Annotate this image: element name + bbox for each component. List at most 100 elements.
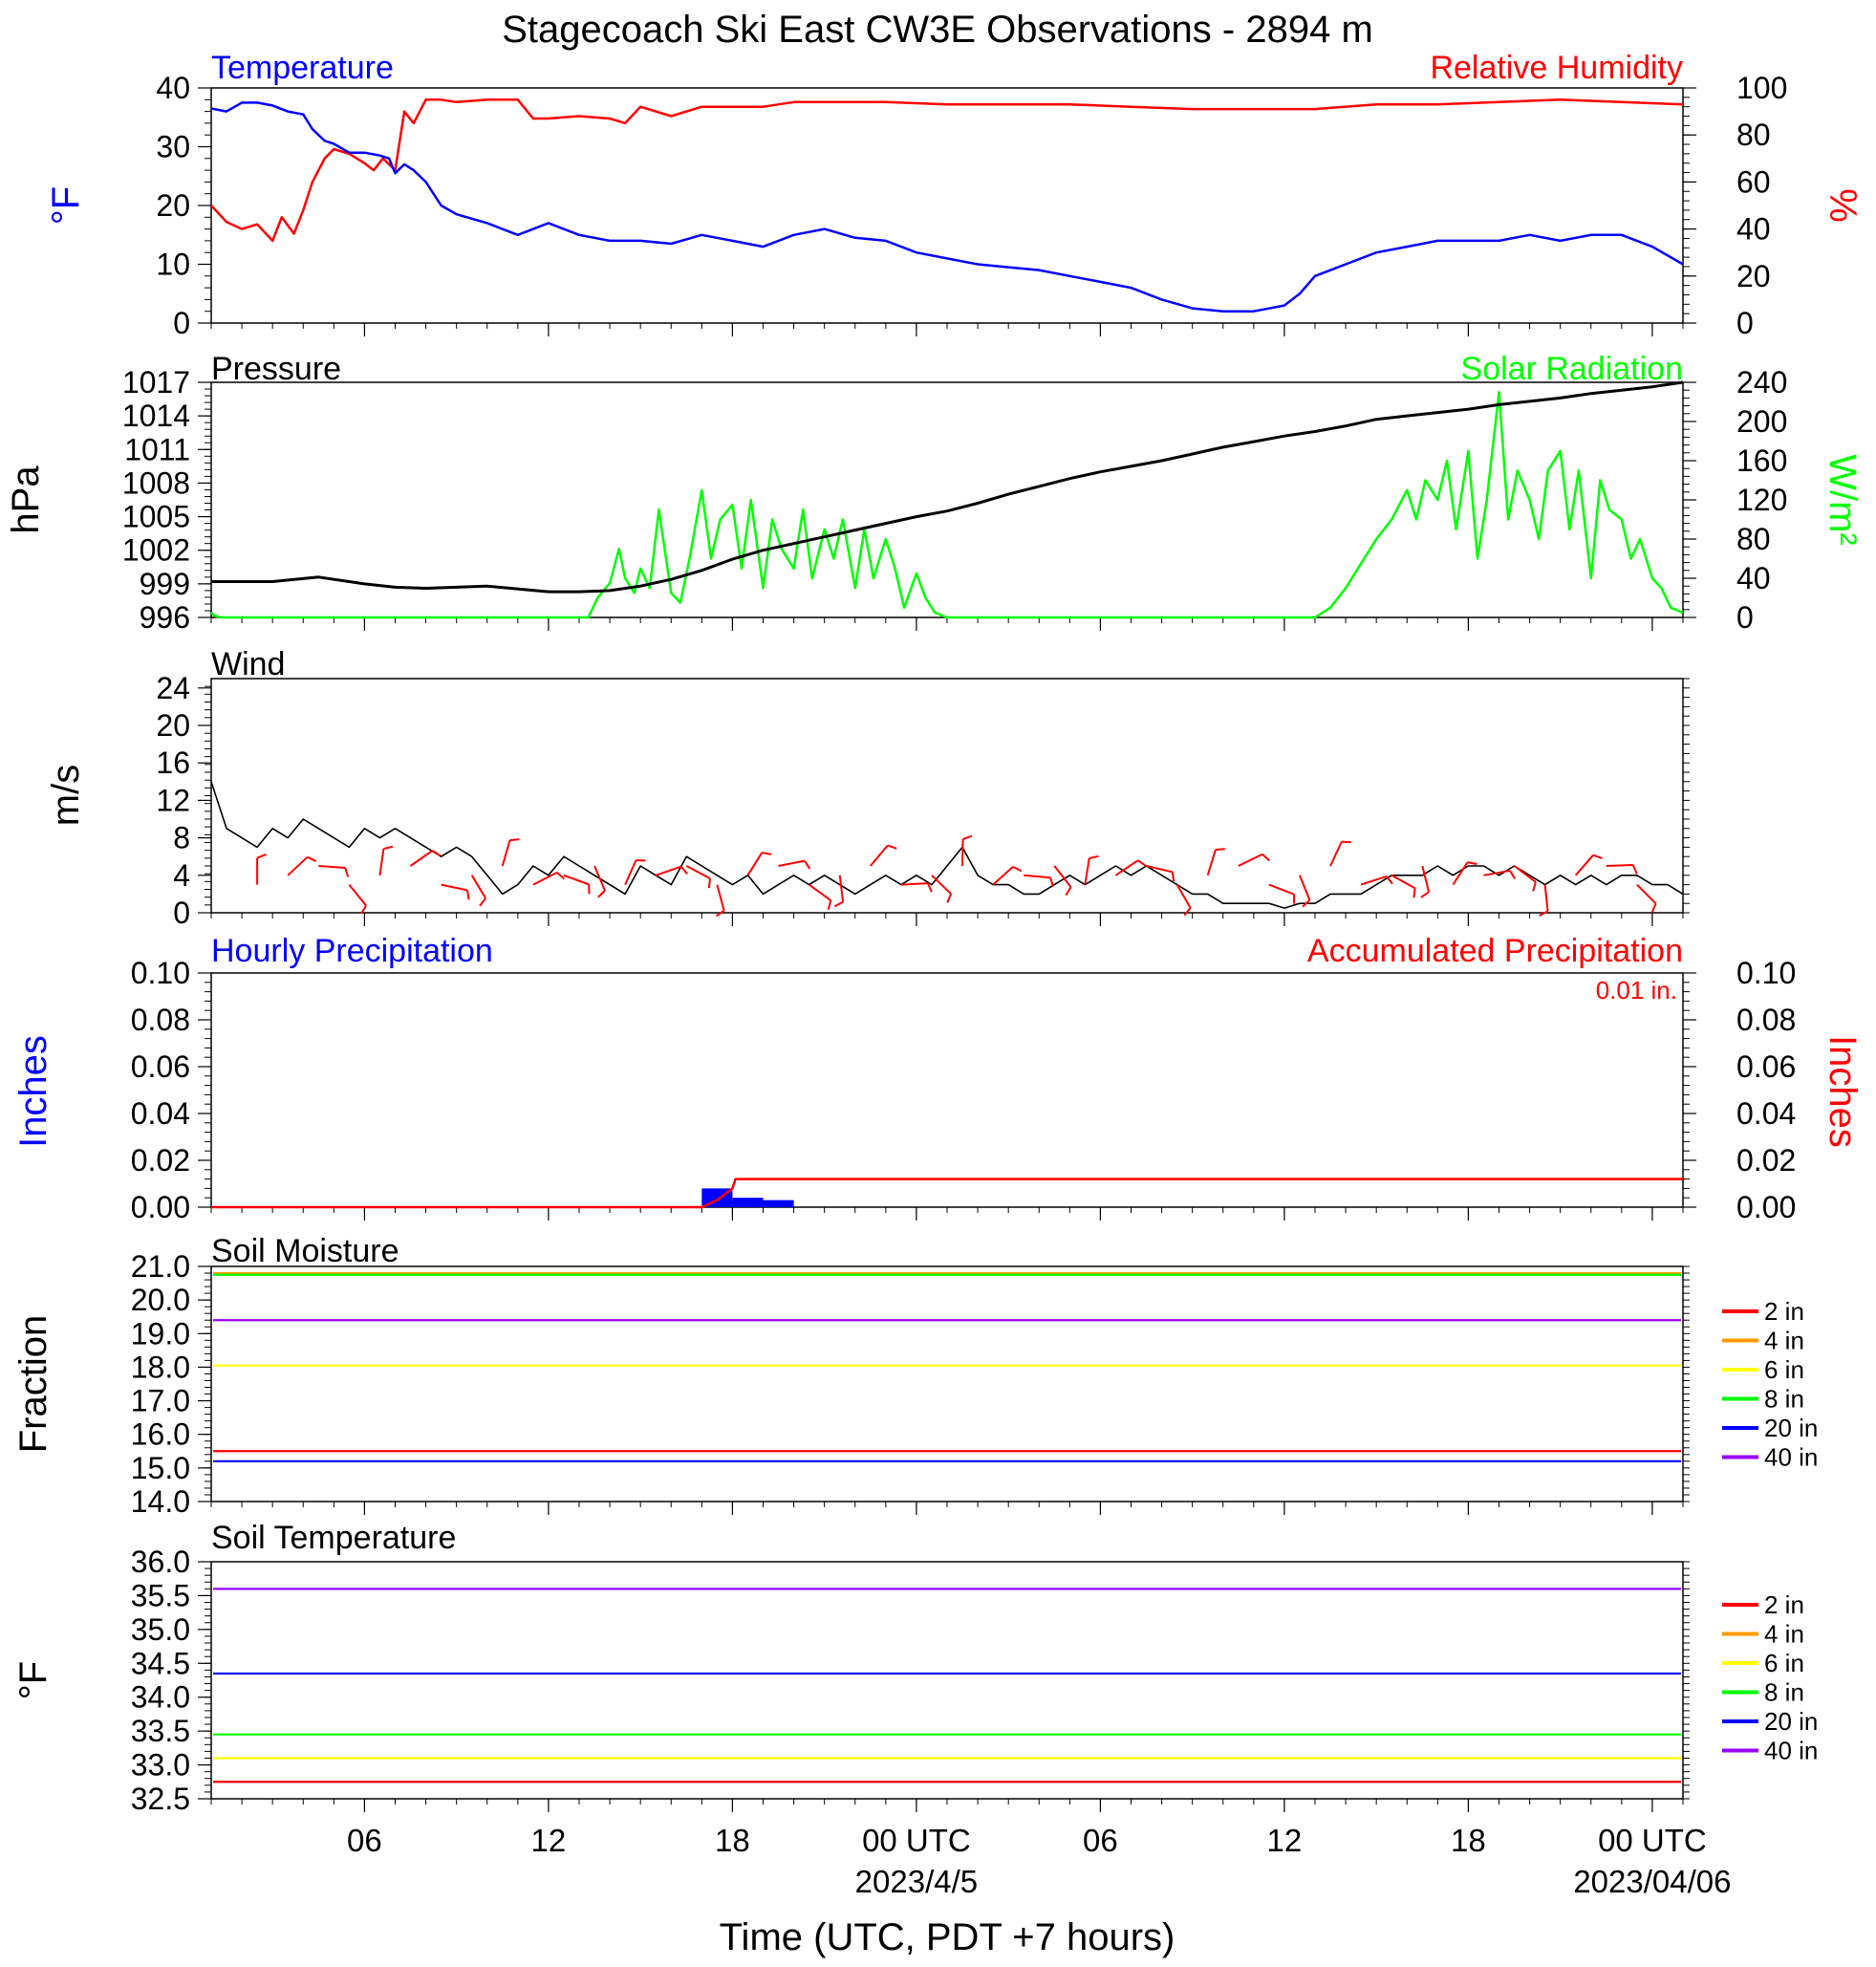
wind-speed-line (210, 781, 1684, 909)
solar-title: Solar Radiation (1461, 351, 1683, 387)
wind-barb (746, 852, 764, 876)
y-tick-label-left: 999 (140, 567, 190, 601)
wind-barb (1391, 874, 1416, 890)
wind-barb-feather (946, 893, 953, 903)
precip-y-label-right: Inches (1822, 1035, 1864, 1148)
wind-barb-feather (1089, 854, 1099, 859)
soil-y-label-4: Fraction (12, 1315, 54, 1454)
y-tick-label-left: 32.5 (131, 1782, 190, 1816)
hourly-precip-title: Hourly Precipitation (211, 933, 493, 969)
y-tick-label-left: 0.08 (131, 1003, 190, 1037)
wind-barb-feather (804, 860, 811, 870)
wind-barb-feather (1509, 870, 1517, 880)
y-tick-label-right: 160 (1736, 443, 1787, 478)
wind-barb-feather (962, 834, 973, 840)
y-tick-label-left: 21.0 (131, 1249, 190, 1284)
y-tick-label-left: 24 (156, 671, 190, 705)
y-tick-label-left: 33.5 (131, 1714, 190, 1748)
y-tick-label-left: 8 (173, 821, 190, 855)
x-tick-label: 00 UTC (1598, 1823, 1707, 1858)
wind-barb-feather (1592, 854, 1603, 859)
y-tick-label-right: 40 (1736, 212, 1771, 247)
wind-barb (348, 883, 367, 906)
y-tick-label-left: 0.10 (131, 956, 190, 990)
wind-barb (1452, 861, 1469, 886)
legend-label: 2 in (1764, 1297, 1804, 1326)
wind-barb (409, 850, 434, 867)
wind-barb (1636, 883, 1657, 905)
wind-barb-feather (926, 882, 933, 893)
wind-barb (378, 848, 385, 875)
wind-barb-feather (360, 904, 367, 915)
y-tick-label-right: 0.06 (1736, 1049, 1796, 1084)
wind-barb-feather (1137, 859, 1147, 867)
rh-title: Relative Humidity (1430, 50, 1683, 86)
y-tick-label-right: 0.02 (1736, 1143, 1796, 1178)
x-tick-label: 18 (715, 1823, 750, 1858)
y-tick-label-right: 80 (1736, 118, 1771, 152)
y-tick-label-right: 20 (1736, 259, 1771, 293)
y-tick-label-left: 15.0 (131, 1451, 190, 1485)
wind-barb-feather (762, 852, 772, 855)
pressure-title: Pressure (211, 351, 341, 387)
wind-barb (778, 859, 806, 867)
y-tick-label-left: 14.0 (131, 1484, 190, 1519)
x-tick-date-label: 2023/4/5 (855, 1864, 978, 1899)
wind-barb (1053, 865, 1072, 888)
y-tick-label-left: 18.0 (131, 1350, 190, 1384)
y-tick-label-right: 120 (1736, 483, 1787, 517)
y-tick-label-left: 1008 (122, 465, 190, 500)
y-tick-label-left: 0 (173, 306, 190, 340)
wind-barb-feather (1650, 902, 1657, 913)
wind-barb (992, 866, 1014, 886)
wind-barb (318, 865, 346, 869)
wind-barb-feather (1341, 840, 1351, 844)
wind-barb (900, 882, 928, 886)
wind-barb-feather (1215, 848, 1225, 852)
wind-barb-feather (466, 890, 470, 900)
rh-line (210, 98, 1684, 243)
y-tick-label-right: 80 (1736, 522, 1771, 556)
y-tick-label-left: 1011 (124, 432, 190, 466)
solar-line (210, 391, 1684, 619)
accumulated-precip-line (211, 1178, 1683, 1209)
x-tick-label: 06 (1083, 1823, 1118, 1858)
wind-y-label: m/s (45, 765, 87, 826)
precip-y-label-left: Inches (12, 1035, 54, 1148)
y-tick-label-right: 0 (1736, 600, 1754, 635)
wind-barb-feather (256, 854, 267, 859)
y-tick-label-left: 36.0 (131, 1545, 190, 1579)
temp-y-label: °F (45, 186, 87, 225)
soil-title-5: Soil Temperature (211, 1520, 456, 1556)
y-tick-label-left: 33.0 (131, 1748, 190, 1783)
y-tick-label-left: 0.06 (131, 1049, 190, 1084)
wind-barb (470, 875, 486, 899)
wind-barb-feather (715, 909, 725, 918)
wind-barb-feather (1183, 907, 1192, 917)
wind-barb (441, 883, 468, 892)
wind-barb (1360, 875, 1388, 886)
x-tick-label: 06 (347, 1823, 382, 1858)
y-tick-label-left: 34.5 (131, 1646, 190, 1680)
legend-label: 2 in (1764, 1590, 1804, 1619)
y-tick-label-left: 16.0 (131, 1417, 190, 1452)
temperature-line (210, 101, 1684, 313)
figure-title: Stagecoach Ski East CW3E Observations - … (502, 9, 1373, 51)
wind-barb (685, 865, 711, 880)
wind-barb (624, 859, 637, 886)
x-tick-label: 18 (1451, 1823, 1486, 1858)
wind-barb-feather (1420, 891, 1430, 898)
wind-barb-feather (431, 850, 442, 857)
legend-label: 40 in (1764, 1443, 1818, 1472)
wind-barb-feather (887, 844, 897, 850)
wind-barb (1024, 874, 1051, 879)
y-tick-label-left: 16 (156, 746, 190, 780)
hourly-precip-bar (763, 1200, 794, 1207)
wind-barb-feather (1065, 886, 1072, 897)
legend-label: 6 in (1764, 1649, 1804, 1677)
wind-barb (1606, 864, 1633, 867)
y-tick-label-right: 0.08 (1736, 1003, 1796, 1037)
y-tick-label-left: 1014 (122, 399, 190, 433)
y-tick-label-right: 100 (1736, 71, 1787, 105)
